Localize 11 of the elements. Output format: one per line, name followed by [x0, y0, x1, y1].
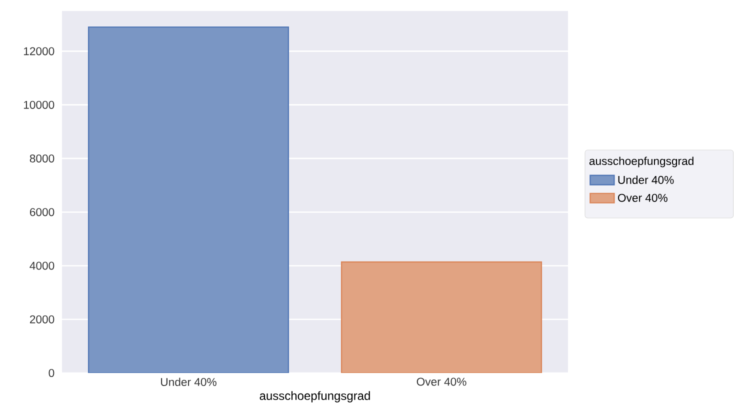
legend-title: ausschoepfungsgrad: [589, 156, 694, 168]
legend-label: Over 40%: [618, 194, 668, 202]
y-tick-label: 4000: [30, 262, 54, 270]
y-tick-label: 8000: [30, 154, 54, 162]
y-tick-label: 10000: [24, 100, 54, 109]
y-tick-label: 6000: [30, 208, 54, 216]
y-tick-label: 12000: [24, 47, 54, 56]
x-axis-title: ausschoepfungsgrad: [260, 391, 370, 402]
legend-label: Under 40%: [618, 176, 674, 184]
y-tick-label: 0: [48, 368, 54, 378]
y-tick-label: 2000: [30, 315, 54, 324]
